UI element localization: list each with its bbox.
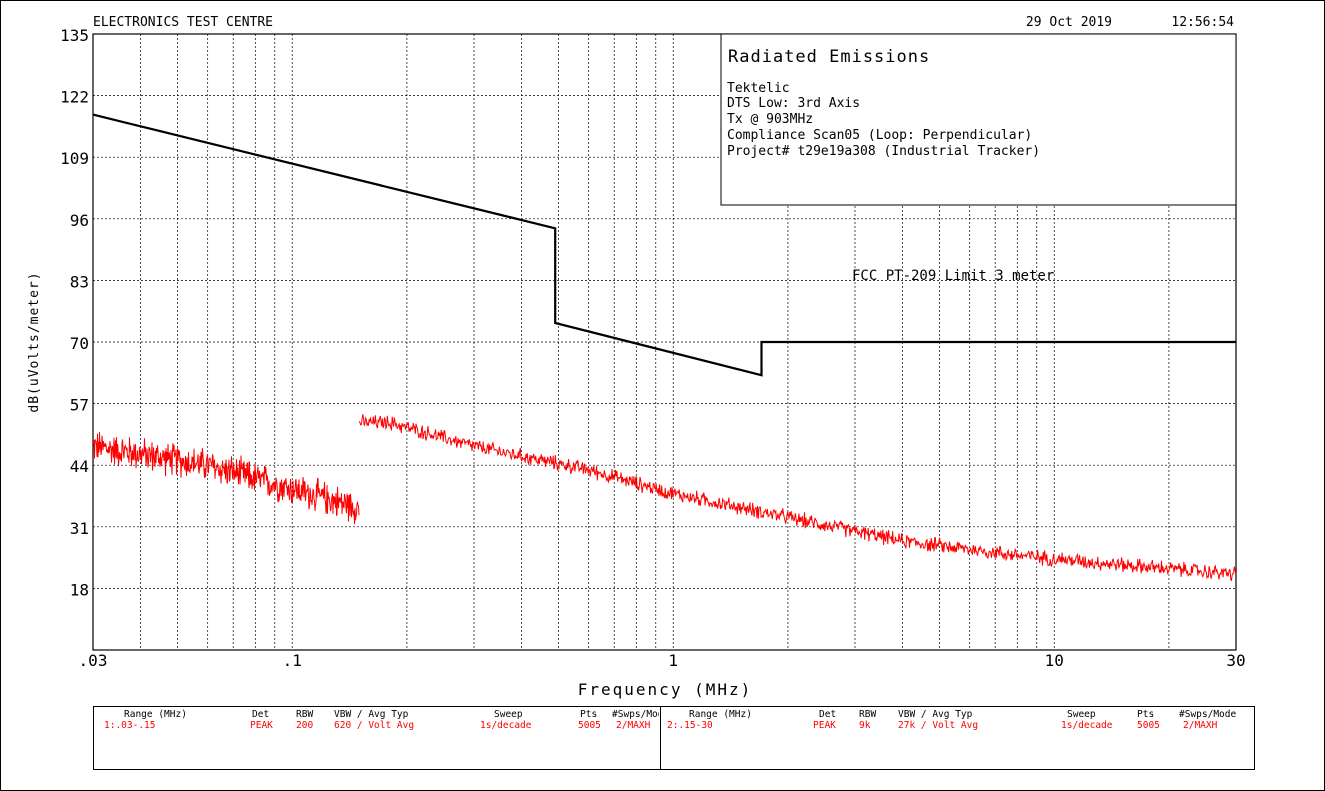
row1-vbw: 620 / Volt Avg <box>334 720 415 731</box>
y-tick-label: 70 <box>70 334 89 353</box>
header-time: 12:56:54 <box>1171 15 1234 30</box>
header-rbw: RBW <box>296 709 314 720</box>
x-tick-label: .03 <box>79 651 108 670</box>
info-line-project: Project# t29e19a308 (Industrial Tracker) <box>727 144 1040 159</box>
emission-trace <box>92 414 1237 582</box>
header-vbw-2: VBW / Avg Typ <box>898 709 973 720</box>
header-range: Range (MHz) <box>124 709 187 720</box>
header-pts: Pts <box>580 709 598 720</box>
header-det: Det <box>252 709 270 720</box>
y-tick-label: 31 <box>70 519 89 538</box>
y-tick-labels: 135 122 109 96 83 70 57 44 31 18 <box>60 26 89 599</box>
row1-range: 1:.03-.15 <box>104 720 156 731</box>
row1-sweep: 1s/decade <box>480 720 532 731</box>
trace-segment-1 <box>92 432 360 525</box>
x-tick-labels: .03 .1 1 10 30 <box>79 651 1246 670</box>
row2-mode: 2/MAXH <box>1183 720 1218 731</box>
row1-det: PEAK <box>250 720 273 731</box>
y-tick-label: 57 <box>70 396 89 415</box>
header-sweep-2: Sweep <box>1067 709 1096 720</box>
row2-vbw: 27k / Volt Avg <box>898 720 979 731</box>
emissions-chart: 135 122 109 96 83 70 57 44 31 18 .03 .1 1 10 30 ELECT… <box>27 15 1246 699</box>
header-vbw: VBW / Avg Typ <box>334 709 409 720</box>
x-tick-label: 10 <box>1045 651 1064 670</box>
row1-mode: 2/MAXH <box>616 720 651 731</box>
info-line-scan: Compliance Scan05 (Loop: Perpendicular) <box>727 128 1032 143</box>
header-range-2: Range (MHz) <box>689 709 752 720</box>
y-tick-label: 18 <box>70 580 89 599</box>
header-mode: #Swps/Mode <box>612 709 659 720</box>
x-tick-label: 1 <box>668 651 678 670</box>
header-rbw-2: RBW <box>859 709 877 720</box>
row2-pts: 5005 <box>1137 720 1160 731</box>
y-tick-label: 122 <box>60 88 89 107</box>
info-title: Radiated Emissions <box>728 47 930 67</box>
header-pts-2: Pts <box>1137 709 1155 720</box>
limit-label: FCC PT-209 Limit 3 meter <box>852 268 1054 284</box>
y-axis-label: dB(uVolts/meter) <box>27 271 42 412</box>
y-tick-label: 96 <box>70 211 89 230</box>
row2-rbw: 9k <box>859 720 871 731</box>
settings-range-2: Range (MHz) Det RBW VBW / Avg Typ Sweep … <box>661 707 1254 769</box>
header-mode-2: #Swps/Mode <box>1179 709 1237 720</box>
row2-det: PEAK <box>813 720 836 731</box>
y-tick-label: 109 <box>60 149 89 168</box>
lab-name: ELECTRONICS TEST CENTRE <box>93 15 273 30</box>
fcc-limit-line <box>92 113 1236 377</box>
row1-pts: 5005 <box>578 720 601 731</box>
settings-range-1: Range (MHz) Det RBW VBW / Avg Typ Sweep … <box>94 707 661 769</box>
row2-sweep: 1s/decade <box>1061 720 1113 731</box>
header-det-2: Det <box>819 709 837 720</box>
y-tick-label: 83 <box>70 272 89 291</box>
settings-table: Range (MHz) Det RBW VBW / Avg Typ Sweep … <box>93 706 1255 770</box>
header-date: 29 Oct 2019 <box>1026 15 1112 30</box>
x-axis-label: Frequency (MHz) <box>578 680 753 699</box>
x-tick-label: 30 <box>1226 651 1245 670</box>
info-line-company: Tektelic <box>727 81 790 96</box>
row1-rbw: 200 <box>296 720 314 731</box>
x-tick-label: .1 <box>283 651 302 670</box>
trace-segment-2 <box>358 414 1237 582</box>
y-tick-label: 135 <box>60 26 89 45</box>
header-sweep: Sweep <box>494 709 523 720</box>
row2-range: 2:.15-30 <box>667 720 713 731</box>
y-tick-label: 44 <box>70 457 89 476</box>
info-box <box>720 33 1237 206</box>
info-line-tx: Tx @ 903MHz <box>727 112 813 127</box>
info-line-test: DTS Low: 3rd Axis <box>727 96 860 111</box>
